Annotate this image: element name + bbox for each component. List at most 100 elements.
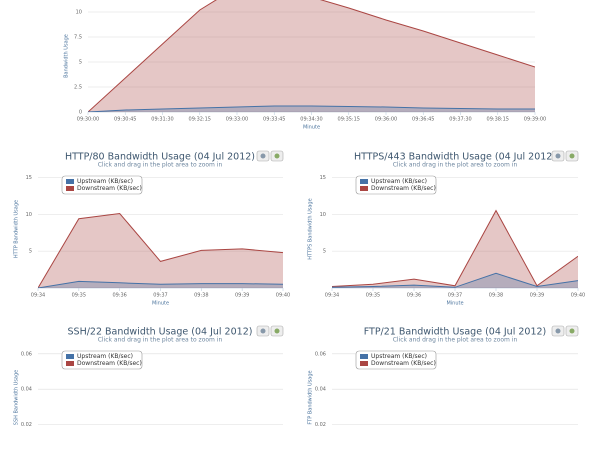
area-fill	[38, 213, 283, 288]
legend-box	[61, 350, 143, 370]
legend-swatch	[66, 354, 74, 359]
legend-label: Upstream (KB/sec)	[371, 353, 427, 360]
y-axis-label: SSH Bandwidth Usage	[14, 370, 20, 425]
export-button[interactable]	[565, 150, 579, 162]
chart-subtitle: Click and drag in the plot area to zoom …	[393, 337, 518, 344]
area-fill	[332, 210, 578, 288]
button-icon	[569, 153, 575, 159]
legend-label: Downstream (KB/sec)	[77, 360, 142, 367]
chart-subtitle: Click and drag in the plot area to zoom …	[98, 337, 223, 344]
y-tick-label: 0.06	[21, 351, 32, 357]
export-button[interactable]	[551, 150, 565, 162]
area-line	[332, 272, 578, 288]
plot-area	[332, 209, 578, 288]
y-tick-label: 5	[29, 249, 32, 255]
x-tick-label: 09:35:15	[338, 117, 360, 123]
y-tick-label: 0.02	[21, 422, 32, 428]
chart-title: HTTPS/443 Bandwidth Usage (04 Jul 2012)	[354, 152, 556, 163]
x-tick-label: 09:35	[366, 293, 380, 299]
x-tick-label: 09:32:15	[189, 117, 211, 123]
area-fill	[88, 106, 535, 112]
y-tick-label: 2.5	[74, 85, 82, 91]
chart-title: SSH/22 Bandwidth Usage (04 Jul 2012)	[68, 327, 253, 338]
y-tick-label: 0.06	[315, 351, 326, 357]
button-icon	[260, 153, 266, 159]
legend-label: Upstream (KB/sec)	[77, 353, 133, 360]
button-icon	[274, 153, 280, 159]
button-icon	[569, 328, 575, 334]
plot-area	[38, 212, 283, 288]
x-tick-label: 09:37	[153, 293, 167, 299]
legend-label: Downstream (KB/sec)	[371, 185, 436, 192]
x-tick-label: 09:34:30	[300, 117, 322, 123]
legend-box	[355, 175, 437, 195]
x-tick-label: 09:36:00	[375, 117, 397, 123]
y-tick-label: 15	[320, 175, 326, 181]
legend-swatch	[66, 361, 74, 366]
plot-area	[88, 0, 535, 112]
y-axis-label: HTTP Bandwidth Usage	[14, 200, 20, 258]
y-tick-label: 5	[79, 60, 82, 66]
legend-box	[61, 175, 143, 195]
chart: FTP/21 Bandwidth Usage (04 Jul 2012)Clic…	[308, 325, 579, 428]
x-tick-label: 09:36	[407, 293, 421, 299]
x-tick-label: 09:35	[72, 293, 86, 299]
button-icon	[555, 153, 561, 159]
chart: HTTP/80 Bandwidth Usage (04 Jul 2012)Cli…	[14, 150, 290, 307]
legend-swatch	[66, 179, 74, 184]
area-line	[38, 212, 283, 288]
x-tick-label: 09:30:45	[114, 117, 136, 123]
chart-title: HTTP/80 Bandwidth Usage (04 Jul 2012)	[65, 152, 255, 163]
y-tick-label: 0.04	[315, 387, 326, 393]
legend-label: Upstream (KB/sec)	[77, 178, 133, 185]
chart-subtitle: Click and drag in the plot area to zoom …	[98, 162, 223, 169]
y-tick-label: 0	[79, 110, 82, 116]
x-tick-label: 09:39:00	[524, 117, 546, 123]
x-tick-label: 09:33:45	[263, 117, 285, 123]
y-tick-label: 0.02	[315, 422, 326, 428]
button-icon	[274, 328, 280, 334]
area-line	[88, 105, 535, 112]
area-fill	[332, 273, 578, 288]
x-tick-label: 09:37	[448, 293, 462, 299]
export-button[interactable]	[256, 150, 270, 162]
chart: HTTPS/443 Bandwidth Usage (04 Jul 2012)C…	[308, 150, 585, 307]
y-tick-label: 7.5	[74, 35, 82, 41]
area-line	[38, 280, 283, 288]
y-tick-label: 10	[26, 212, 32, 218]
button-icon	[555, 328, 561, 334]
y-axis-label: Bandwidth Usage	[64, 34, 70, 78]
export-button[interactable]	[270, 325, 284, 337]
legend-swatch	[360, 186, 368, 191]
x-tick-label: 09:30:00	[77, 117, 99, 123]
legend-label: Upstream (KB/sec)	[371, 178, 427, 185]
x-tick-label: 09:34	[31, 293, 45, 299]
x-tick-label: 09:31:30	[151, 117, 173, 123]
x-tick-label: 09:39	[530, 293, 544, 299]
x-tick-label: 09:40	[276, 293, 290, 299]
y-tick-label: 10	[76, 10, 82, 16]
y-tick-label: 15	[26, 175, 32, 181]
area-fill	[88, 0, 535, 112]
chart: SSH/22 Bandwidth Usage (04 Jul 2012)Clic…	[14, 325, 284, 428]
x-axis-label: Minute	[303, 125, 320, 131]
export-button[interactable]	[256, 325, 270, 337]
x-tick-label: 09:39	[235, 293, 249, 299]
y-tick-label: 5	[323, 249, 326, 255]
x-tick-label: 09:36:45	[412, 117, 434, 123]
x-tick-label: 09:38:15	[487, 117, 509, 123]
export-button[interactable]	[270, 150, 284, 162]
chart-subtitle: Click and drag in the plot area to zoom …	[393, 162, 518, 169]
export-button[interactable]	[565, 325, 579, 337]
export-button[interactable]	[551, 325, 565, 337]
chart-title: FTP/21 Bandwidth Usage (04 Jul 2012)	[364, 327, 547, 338]
x-tick-label: 09:33:00	[226, 117, 248, 123]
x-tick-label: 09:40	[571, 293, 585, 299]
legend-swatch	[66, 186, 74, 191]
legend-box	[355, 350, 437, 370]
y-axis-label: HTTPS Bandwidth Usage	[308, 198, 314, 259]
x-tick-label: 09:38	[489, 293, 503, 299]
button-icon	[260, 328, 266, 334]
x-tick-label: 09:34	[325, 293, 339, 299]
